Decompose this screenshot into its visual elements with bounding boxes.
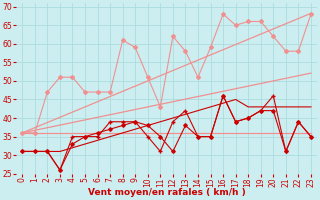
X-axis label: Vent moyen/en rafales ( km/h ): Vent moyen/en rafales ( km/h ) bbox=[88, 188, 245, 197]
